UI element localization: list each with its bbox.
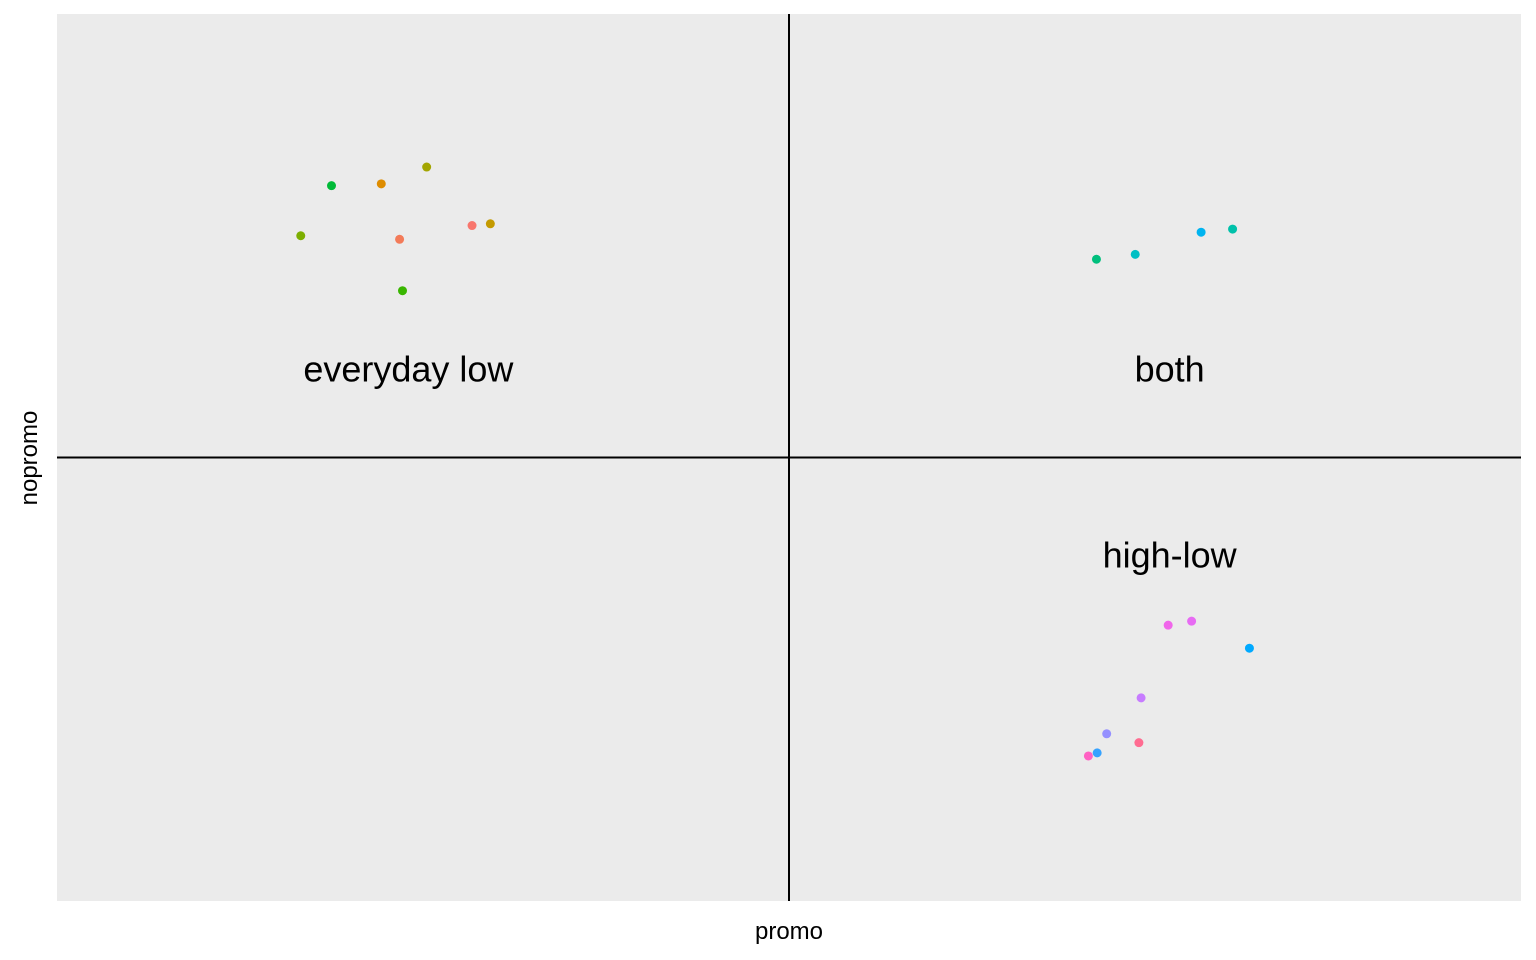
quadrant-label-everyday-low: everyday low: [303, 348, 514, 389]
data-point-11: [1196, 227, 1206, 237]
data-point-1: [327, 181, 336, 191]
x-axis-title: promo: [755, 918, 823, 945]
data-point-15: [1244, 643, 1254, 653]
data-point-9: [1091, 254, 1101, 264]
data-point-12: [1228, 224, 1238, 234]
data-point-6: [467, 221, 477, 231]
data-point-5: [395, 234, 405, 244]
data-point-3: [422, 162, 432, 172]
data-point-19: [1092, 748, 1102, 758]
quadrant-label-high-low: high-low: [1103, 535, 1238, 576]
data-point-4: [296, 231, 306, 241]
quadrant-label-both: both: [1135, 348, 1205, 389]
data-point-10: [1130, 249, 1140, 259]
data-point-16: [1136, 693, 1146, 703]
data-point-20: [1083, 751, 1093, 761]
data-point-2: [376, 179, 386, 189]
y-axis-title: nopromo: [16, 411, 43, 506]
data-point-17: [1102, 729, 1112, 739]
reference-lines: [57, 14, 1521, 901]
data-points: [296, 162, 1254, 761]
data-point-13: [1163, 620, 1173, 630]
data-point-14: [1187, 616, 1197, 626]
data-point-7: [485, 219, 495, 229]
quadrant-labels: everyday low both high-low: [303, 348, 1237, 575]
data-point-8: [398, 286, 408, 296]
data-point-18: [1134, 738, 1144, 748]
